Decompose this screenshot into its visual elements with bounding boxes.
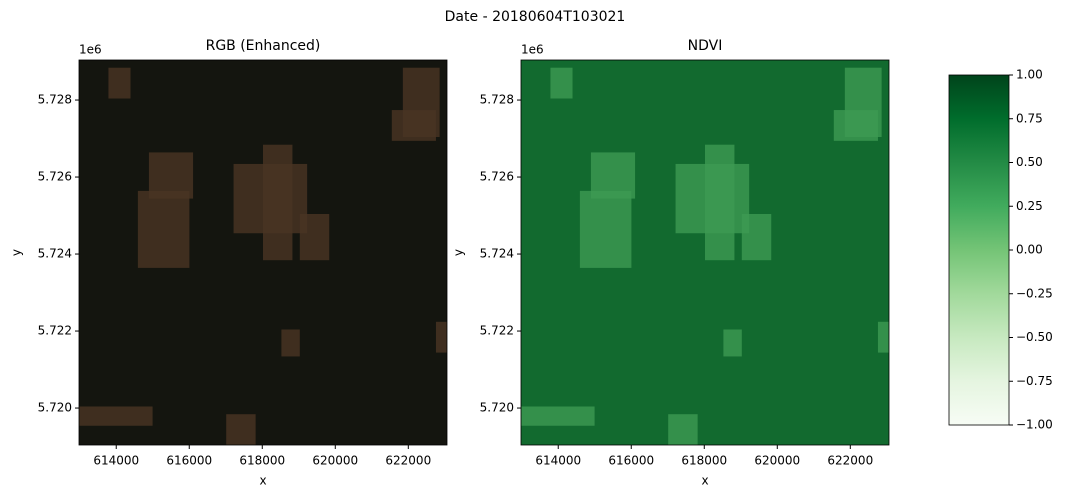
axes-title: RGB (Enhanced) <box>206 38 321 54</box>
image-patch <box>137 190 190 268</box>
image-patch <box>705 144 735 261</box>
axes-title: NDVI <box>688 38 723 54</box>
x-tick-label: 614000 <box>535 454 581 468</box>
y-tick-label: 5.728 <box>38 93 72 107</box>
x-axis-label: x <box>259 474 266 488</box>
x-tick-label: 618000 <box>239 454 285 468</box>
colorbar-tick-label: −0.25 <box>1016 286 1053 300</box>
image-patch <box>877 321 889 353</box>
colorbar-tick-label: −1.00 <box>1016 418 1053 432</box>
y-tick-label: 5.722 <box>38 324 72 338</box>
x-axis-label: x <box>701 474 708 488</box>
x-tick-label: 616000 <box>166 454 212 468</box>
y-tick-label: 5.722 <box>480 324 514 338</box>
y-tick-label: 5.724 <box>38 247 72 261</box>
image-patch <box>435 321 447 353</box>
y-tick-label: 5.724 <box>480 247 514 261</box>
y-tick-label: 5.726 <box>480 170 514 184</box>
y-tick-label: 5.728 <box>480 93 514 107</box>
image-patch <box>833 110 878 141</box>
x-tick-label: 618000 <box>681 454 727 468</box>
y-tick-label: 5.720 <box>38 401 72 415</box>
image-patch <box>550 67 573 99</box>
image-patch <box>281 329 300 357</box>
y-axis-label: y <box>10 249 24 256</box>
image-patch <box>668 414 698 445</box>
offset-label: 1e6 <box>79 43 102 57</box>
colorbar <box>948 74 1010 426</box>
offset-label: 1e6 <box>521 43 544 57</box>
colorbar-tick-label: 1.00 <box>1016 68 1043 82</box>
x-tick-label: 620000 <box>754 454 800 468</box>
x-tick-label: 622000 <box>827 454 873 468</box>
image-patch <box>263 144 293 261</box>
colorbar-tick-label: −0.75 <box>1016 374 1053 388</box>
image-patch <box>226 414 256 445</box>
colorbar-tick-label: −0.50 <box>1016 330 1053 344</box>
image-patch <box>299 214 330 261</box>
image-patch <box>723 329 742 357</box>
image-patch <box>579 190 632 268</box>
image-patch <box>391 110 436 141</box>
colorbar-tick-label: 0.00 <box>1016 243 1043 257</box>
x-tick-label: 620000 <box>312 454 358 468</box>
y-tick-label: 5.726 <box>38 170 72 184</box>
y-tick-label: 5.720 <box>480 401 514 415</box>
image-patch <box>108 67 131 99</box>
y-axis-label: y <box>452 249 466 256</box>
colorbar-tick-label: 0.25 <box>1016 199 1043 213</box>
colorbar-tick-label: 0.75 <box>1016 111 1043 125</box>
axes-frame <box>520 59 890 446</box>
image-patch <box>79 406 153 426</box>
x-tick-label: 614000 <box>93 454 139 468</box>
x-tick-label: 622000 <box>385 454 431 468</box>
image-patch <box>741 214 772 261</box>
image-patch <box>521 406 595 426</box>
figure-title: Date - 20180604T103021 <box>445 9 626 25</box>
x-tick-label: 616000 <box>608 454 654 468</box>
colorbar-tick-label: 0.50 <box>1016 155 1043 169</box>
axes-frame <box>78 59 448 446</box>
